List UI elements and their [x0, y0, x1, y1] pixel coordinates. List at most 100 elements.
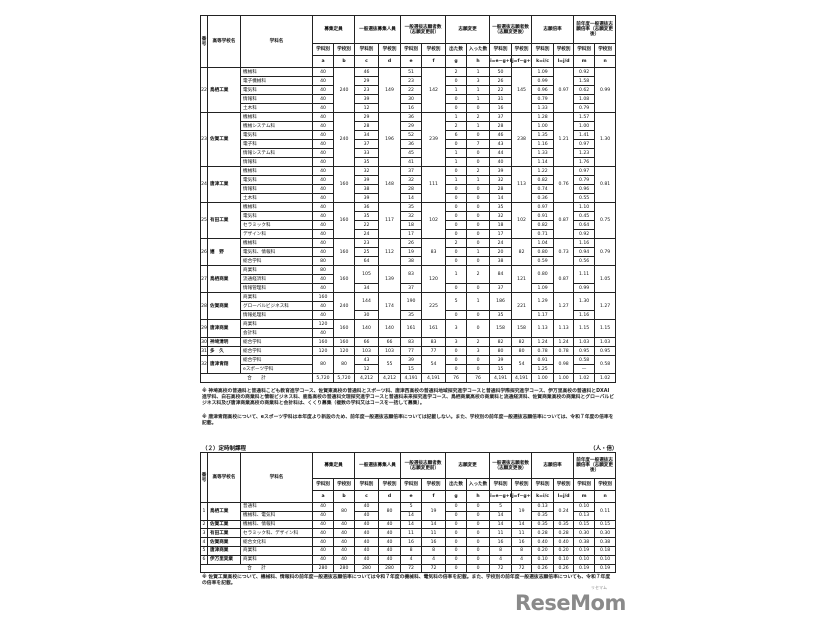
- cell-value: 0.30: [573, 528, 596, 539]
- header-letter: c: [354, 490, 380, 503]
- cell-value: 40: [354, 519, 380, 530]
- table-row: 情報科 40 39 30 0 1 31 0.79 1.08: [201, 94, 616, 104]
- cell-value: 40: [312, 310, 334, 320]
- cell-value: 1.14: [531, 157, 555, 167]
- header-group: 一般選抜志願者数（志願変更前）: [400, 15, 447, 44]
- cell-value: 161: [421, 319, 447, 338]
- total-value: 72: [511, 563, 533, 574]
- total-value: 5,720: [312, 373, 334, 383]
- cell-value: 4: [421, 554, 447, 565]
- header-letter: a: [312, 490, 334, 503]
- course-name: 機械科: [240, 166, 313, 176]
- table-row: 土木科 40 39 14 0 0 14 0.36 0.55: [201, 193, 616, 203]
- table-row: 28 佐賀商業 商業科 160 240 144 174 190 225 5 1 186 221 1.29 1…: [200, 292, 617, 320]
- cell-value: 225: [421, 292, 447, 320]
- header-sub: 学校別: [332, 43, 356, 56]
- total-label: 合 計: [200, 563, 313, 574]
- cell-value: 1.76: [573, 157, 596, 167]
- header-school: 高等学校名: [207, 15, 241, 68]
- cell-value: 240: [332, 292, 356, 320]
- cell-value: 30: [400, 94, 423, 104]
- cell-value: 40: [312, 545, 334, 556]
- cell-value: 120: [312, 346, 334, 356]
- cell-value: 19: [421, 502, 447, 521]
- cell-value: 120: [421, 265, 447, 293]
- cell-value: 40: [312, 537, 334, 547]
- school-no: 29: [200, 319, 208, 338]
- school-name: 有田工業: [207, 202, 241, 239]
- header-sub: 入った数: [466, 478, 491, 491]
- header-letter: k=i/c: [531, 490, 555, 503]
- cell-value: 35: [354, 211, 380, 221]
- cell-value: 14: [400, 510, 423, 521]
- course-name: 会計科: [240, 328, 313, 338]
- header-group: 一般選抜志願者数（志願変更後）: [489, 15, 533, 44]
- cell-value: 0: [466, 310, 491, 320]
- cell-value: 40: [312, 211, 334, 221]
- cell-value: 40: [354, 545, 380, 556]
- school-name: 伊万里実業: [207, 554, 241, 565]
- cell-value: 12: [354, 103, 380, 113]
- cell-value: 0.87: [553, 202, 575, 239]
- cell-value: 4: [400, 554, 423, 565]
- total-value: 1.02: [573, 373, 596, 383]
- cell-value: 0.36: [531, 193, 555, 203]
- cell-value: 0: [445, 545, 468, 556]
- school-no: 22: [200, 67, 208, 113]
- cell-value: 80: [489, 346, 513, 356]
- header-sub: 学科別: [400, 43, 423, 56]
- cell-value: 37: [400, 166, 423, 176]
- cell-value: 5: [489, 502, 513, 512]
- cell-value: 158: [489, 319, 513, 338]
- school-no: 27: [200, 265, 208, 293]
- header-group: 一般選抜募集人員: [354, 15, 402, 44]
- cell-value: 0.76: [553, 166, 575, 203]
- course-name: 情報管理科: [240, 283, 313, 293]
- cell-value: 1.00: [531, 121, 555, 131]
- cell-value: 0.38: [594, 537, 617, 547]
- cell-value: 0.10: [573, 502, 596, 512]
- cell-value: 1: [445, 157, 468, 167]
- cell-value: 40: [312, 193, 334, 203]
- total-value: 0.26: [553, 563, 575, 574]
- cell-value: 19: [400, 247, 423, 257]
- cell-value: 32: [489, 175, 513, 185]
- header-letter: b: [332, 490, 356, 503]
- cell-value: 43: [489, 139, 513, 149]
- cell-value: 2: [466, 337, 491, 347]
- header-letter: i=e−g+h: [489, 490, 513, 503]
- cell-value: 1.41: [573, 130, 596, 140]
- cell-value: 0.35: [553, 519, 575, 530]
- course-name: 商業科: [240, 265, 313, 275]
- cell-value: 148: [378, 166, 402, 203]
- cell-value: 40: [312, 166, 334, 176]
- cell-value: 174: [378, 292, 402, 320]
- total-value: 5,720: [332, 373, 356, 383]
- cell-value: 0: [466, 502, 491, 512]
- table-row: 22 鳥栖工業 機械科 40 240 46 149 51 142 2 1 50 145 1.09 0.97 0…: [200, 67, 617, 113]
- table-row: 30 神埼清明 総合学科 160 160 66 66 83 83 3 2 82 82 1.24 1.24 1.…: [200, 337, 617, 347]
- cell-value: 2: [445, 67, 468, 77]
- cell-value: 0.71: [531, 229, 555, 239]
- cell-value: 0: [445, 247, 468, 257]
- school-name: 神埼清明: [207, 337, 241, 347]
- cell-value: 32: [400, 175, 423, 185]
- cell-value: 0.79: [573, 175, 596, 185]
- cell-value: 0: [466, 283, 491, 293]
- cell-value: 50: [489, 67, 513, 77]
- cell-value: 29: [354, 112, 380, 122]
- school-name: 鳥栖工業: [207, 502, 241, 521]
- cell-value: 46: [489, 130, 513, 140]
- cell-value: 0.10: [594, 554, 617, 565]
- cell-value: 0: [466, 220, 491, 230]
- cell-value: 14: [489, 519, 513, 530]
- cell-value: 3: [445, 319, 468, 338]
- table-row: 電子機械科 40 29 23 0 3 26 0.99 1.58: [201, 76, 616, 86]
- cell-value: 0.11: [594, 502, 617, 521]
- table-row: デザイン科 40 24 17 0 0 17 0.71 0.92: [201, 229, 616, 239]
- cell-value: 16: [400, 537, 423, 547]
- cell-value: 16: [421, 537, 447, 547]
- course-name: 電気科: [240, 211, 313, 221]
- school-name: 唐津商業: [207, 545, 241, 556]
- cell-value: 28: [489, 121, 513, 131]
